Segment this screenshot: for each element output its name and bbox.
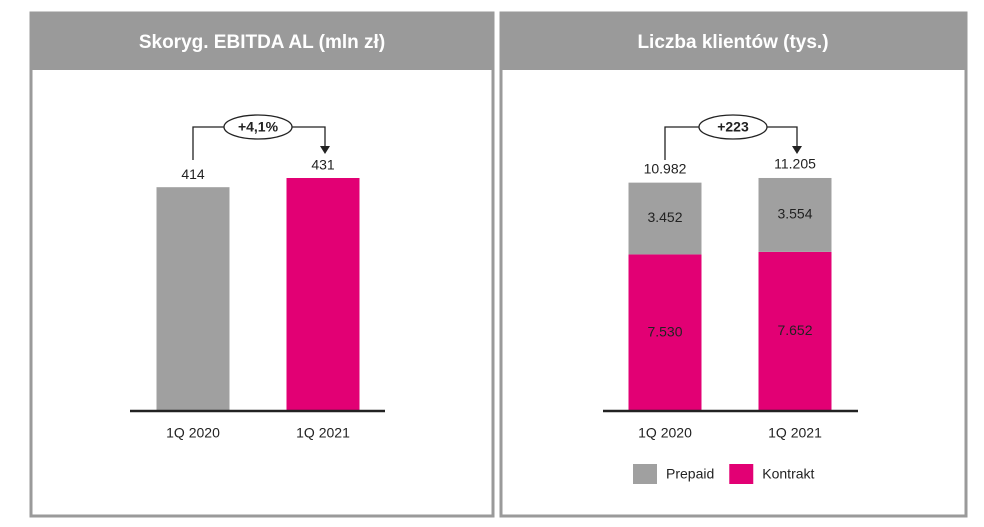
annotation-bracket xyxy=(192,126,326,160)
legend-label: Prepaid xyxy=(666,466,714,482)
chart-title: Skoryg. EBITDA AL (mln zł) xyxy=(139,32,385,53)
annotation-bracket xyxy=(664,126,798,160)
legend-swatch xyxy=(633,464,657,484)
value-label: 3.452 xyxy=(647,209,682,225)
x-tick-label: 1Q 2020 xyxy=(638,425,692,441)
x-tick-label: 1Q 2021 xyxy=(768,425,822,441)
chart-title: Liczba klientów (tys.) xyxy=(637,32,828,53)
x-tick-label: 1Q 2020 xyxy=(166,425,220,441)
legend-swatch xyxy=(729,464,754,484)
legend-label: Kontrakt xyxy=(762,466,814,482)
bar-segment xyxy=(628,254,702,411)
annotation-pill xyxy=(698,114,768,140)
bar-segment xyxy=(628,182,702,255)
annotation-pill xyxy=(223,114,293,140)
panel xyxy=(29,11,495,518)
value-label: 7.652 xyxy=(777,322,812,338)
value-label: 7.530 xyxy=(647,323,682,339)
annotation-arrow xyxy=(320,146,330,154)
value-label: 431 xyxy=(311,157,335,173)
total-label: 11.205 xyxy=(774,156,816,172)
total-label: 10.982 xyxy=(644,160,687,176)
annotation: +223 xyxy=(717,119,749,135)
x-tick-label: 1Q 2021 xyxy=(296,425,350,441)
annotation: +4,1% xyxy=(238,119,279,135)
bar xyxy=(156,187,230,411)
bar-segment xyxy=(758,251,832,411)
panel-header xyxy=(500,12,967,70)
panel-header xyxy=(30,12,494,70)
annotation-arrow xyxy=(792,146,802,154)
bar xyxy=(286,178,360,411)
panel xyxy=(499,11,968,518)
bar-segment xyxy=(758,177,832,252)
value-label: 3.554 xyxy=(777,206,812,222)
value-label: 414 xyxy=(181,166,205,182)
